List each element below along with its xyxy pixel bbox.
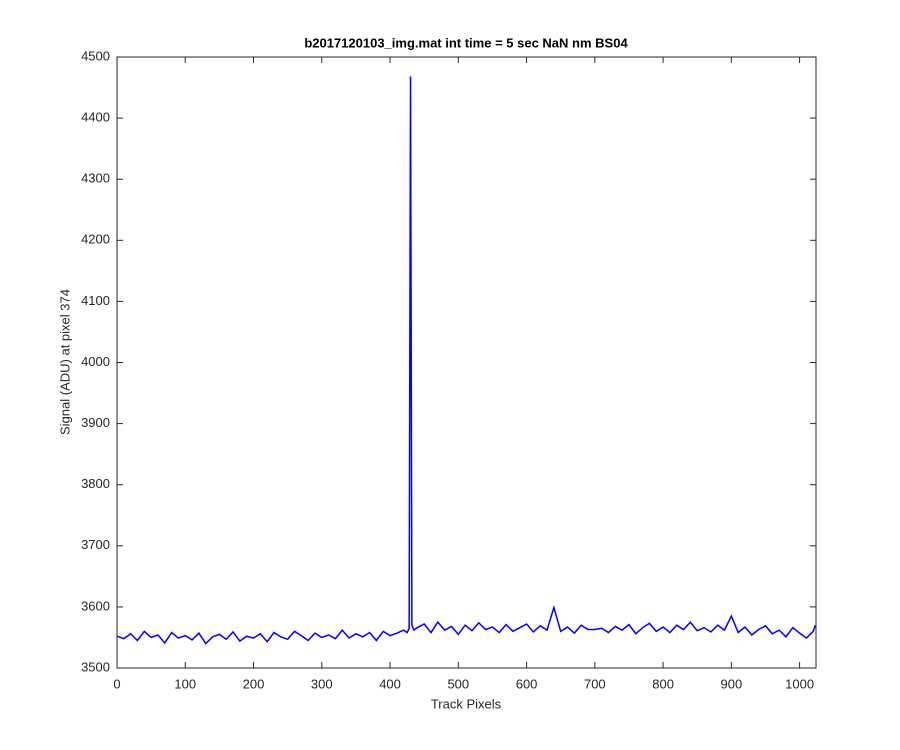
y-tick-label: 4300 (81, 171, 110, 186)
x-axis-label: Track Pixels (431, 696, 502, 711)
x-tick-label: 0 (113, 676, 120, 691)
y-tick-label: 3600 (81, 598, 110, 613)
x-tick-label: 200 (243, 676, 265, 691)
y-tick-label: 3700 (81, 537, 110, 552)
y-tick-label: 3500 (81, 659, 110, 674)
y-tick-label: 4100 (81, 293, 110, 308)
y-tick-label: 3900 (81, 415, 110, 430)
y-tick-label: 3800 (81, 476, 110, 491)
chart-title: b2017120103_img.mat int time = 5 sec NaN… (304, 35, 628, 50)
x-tick-label: 900 (721, 676, 743, 691)
x-tick-label: 300 (311, 676, 333, 691)
y-tick-label: 4200 (81, 232, 110, 247)
plot-area (116, 56, 817, 669)
x-tick-label: 700 (584, 676, 606, 691)
x-tick-label: 100 (174, 676, 196, 691)
data-line (116, 76, 817, 645)
x-tick-label: 400 (379, 676, 401, 691)
x-tick-label: 1000 (785, 676, 814, 691)
y-axis-label: Signal (ADU) at pixel 374 (57, 289, 72, 435)
x-tick-label: 800 (652, 676, 674, 691)
y-tick-label: 4500 (81, 48, 110, 63)
y-tick-label: 4400 (81, 110, 110, 125)
x-tick-label: 600 (516, 676, 538, 691)
x-tick-label: 500 (447, 676, 469, 691)
y-tick-label: 4000 (81, 354, 110, 369)
